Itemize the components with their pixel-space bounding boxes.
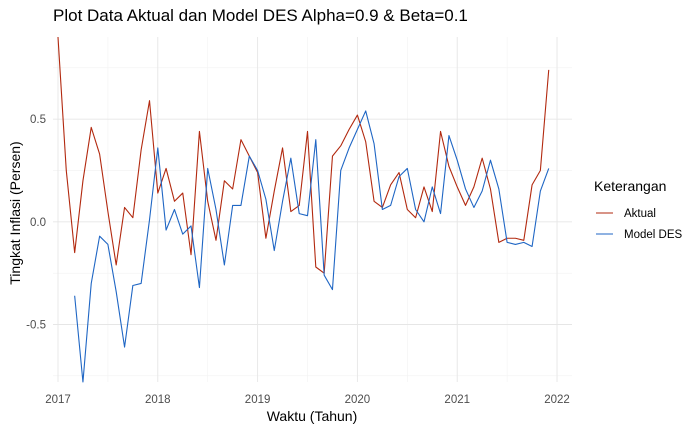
chart-title: Plot Data Aktual dan Model DES Alpha=0.9… [53,6,468,25]
x-tick-label: 2020 [345,394,371,406]
y-tick-label: 0.5 [30,114,46,126]
legend-label-model-des: Model DES [624,229,682,241]
legend-title: Keterangan [594,178,666,194]
x-tick-label: 2017 [45,394,71,406]
x-tick-label: 2021 [444,394,470,406]
legend: Keterangan Aktual Model DES [594,178,682,241]
series-lines [57,36,550,383]
y-axis-title: Tingkat Inflasi (Persen) [7,141,23,284]
x-axis-ticks: 2017 2018 2019 2020 2021 2022 [45,394,570,406]
y-tick-label: -0.5 [26,320,46,332]
x-axis-title: Waktu (Tahun) [267,408,358,424]
x-tick-label: 2022 [544,394,570,406]
y-axis-ticks: -0.5 0.0 0.5 [26,114,46,331]
legend-label-aktual: Aktual [624,208,656,220]
series-line-aktual [57,36,550,274]
x-tick-label: 2018 [145,394,171,406]
series-line-model-des [74,110,550,383]
y-tick-label: 0.0 [30,217,46,229]
x-tick-label: 2019 [245,394,271,406]
